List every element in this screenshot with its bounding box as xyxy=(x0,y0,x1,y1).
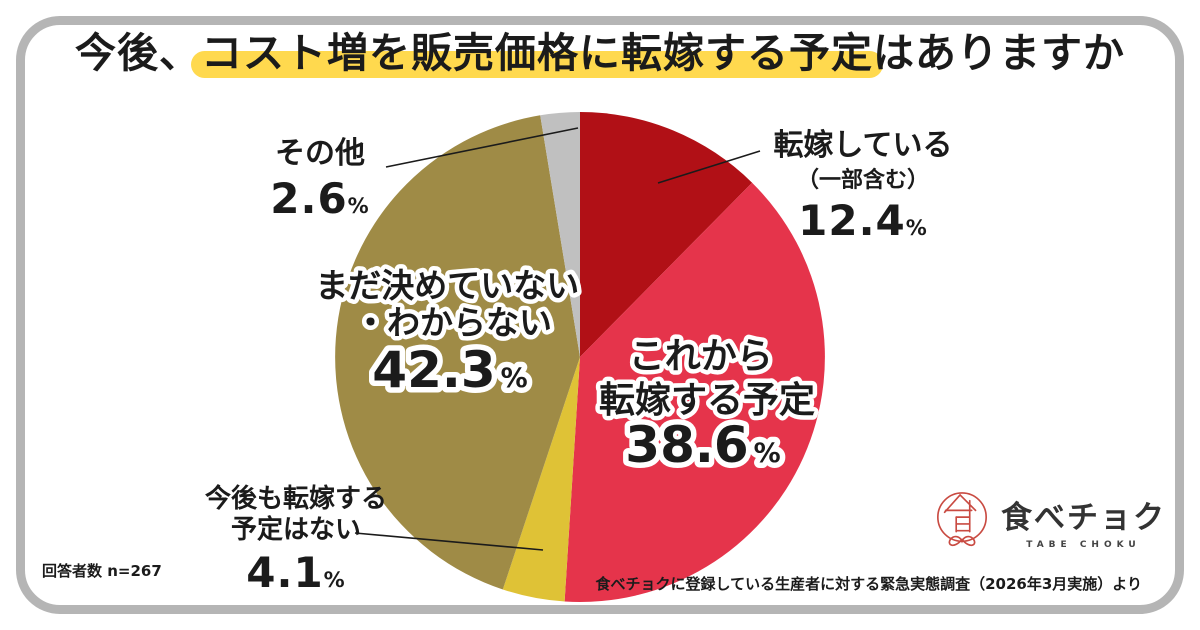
label-tenka: 転嫁している （一部含む） 12.4% xyxy=(748,128,978,247)
label-tenka-pct: 12.4% xyxy=(798,196,928,246)
label-kongo: 今後も転嫁する 予定はない 4.1% xyxy=(182,484,410,599)
pie-pct-mada: 42.3% xyxy=(372,341,527,399)
title-prefix: 今後、 xyxy=(75,29,201,77)
pie-segment-0 xyxy=(580,112,753,357)
pie-label-mada: まだ決めていない ・わからない xyxy=(315,266,591,342)
pie-segment-2 xyxy=(502,357,580,602)
pie-pct-korekara: 38.6% xyxy=(625,416,780,474)
page-title: 今後、コスト増を販売価格に転嫁する予定はありますか xyxy=(0,29,1200,77)
label-kongo-line1: 今後も転嫁する xyxy=(204,484,387,514)
tabechoku-logo: 食べチョク TABE CHOKU xyxy=(933,489,1166,553)
leader-line-kongo xyxy=(354,532,544,551)
label-sonota-pct: 2.6% xyxy=(270,174,370,223)
label-sonota-line1: その他 xyxy=(275,136,365,171)
pie-segment-4 xyxy=(540,112,580,357)
label-sonota: その他 2.6% xyxy=(240,136,400,224)
pie-segments xyxy=(335,112,825,602)
logo-subtext: TABE CHOKU xyxy=(1026,540,1141,550)
label-tenka-line1: 転嫁している xyxy=(773,128,953,163)
pie-label-korekara: これから 転嫁する予定 xyxy=(599,336,815,421)
leader-line-sonota xyxy=(385,127,579,168)
logo-text: 食べチョク TABE CHOKU xyxy=(1001,492,1166,550)
label-kongo-line2: 予定はない xyxy=(230,515,361,546)
label-kongo-pct: 4.1% xyxy=(246,548,346,598)
tabechoku-emblem-icon xyxy=(937,492,987,546)
leader-line-tenka xyxy=(657,150,761,184)
title-suffix: はありますか xyxy=(873,29,1125,77)
pie-segment-1 xyxy=(564,182,825,602)
source-note: 食べチョクに登録している生産者に対する緊急実態調査（2026年3月実施）より xyxy=(595,575,1142,593)
logo-name: 食べチョク xyxy=(1001,500,1166,536)
respondents-count: 回答者数 n=267 xyxy=(42,562,162,580)
label-tenka-line2: （一部含む） xyxy=(796,168,929,193)
title-highlight: コスト増を販売価格に転嫁する予定 xyxy=(201,29,873,77)
pie-segment-3 xyxy=(335,115,580,590)
